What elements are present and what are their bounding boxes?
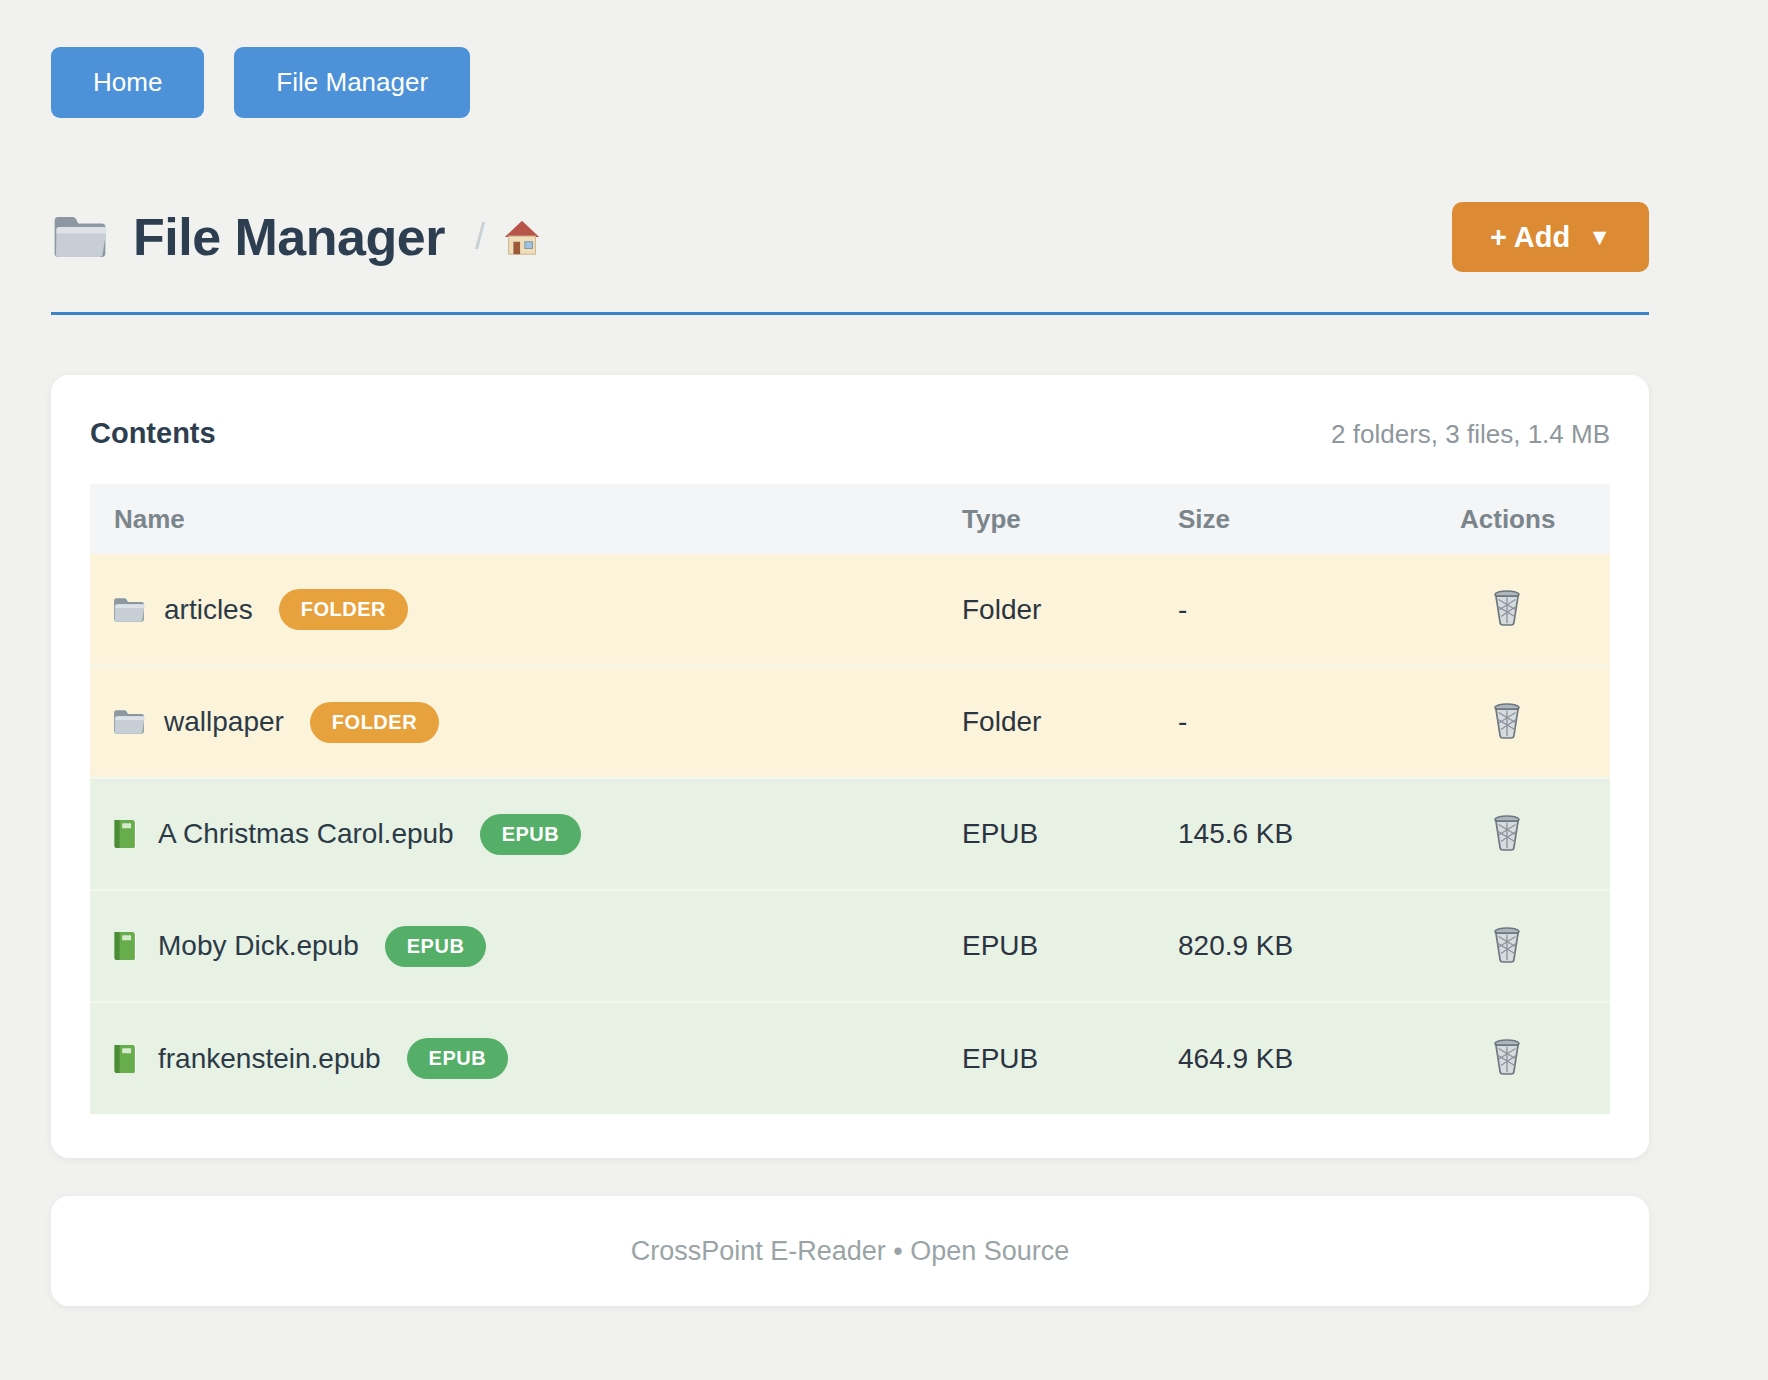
type-badge: EPUB xyxy=(385,926,487,967)
column-header-type: Type xyxy=(962,484,1178,554)
contents-heading: Contents xyxy=(90,417,216,450)
footer: CrossPoint E-Reader • Open Source xyxy=(51,1196,1649,1306)
caret-down-icon: ▼ xyxy=(1588,224,1611,251)
page-title: File Manager xyxy=(51,207,445,267)
column-header-size: Size xyxy=(1178,484,1460,554)
delete-button[interactable] xyxy=(1486,810,1528,859)
contents-card: Contents 2 folders, 3 files, 1.4 MB Name… xyxy=(51,375,1649,1158)
trash-icon xyxy=(1490,814,1524,852)
folder-icon xyxy=(51,213,109,261)
table-row: A Christmas Carol.epub EPUB EPUB 145.6 K… xyxy=(90,778,1610,890)
type-badge: EPUB xyxy=(407,1038,509,1079)
file-table: Name Type Size Actions articles FOLDER F… xyxy=(90,484,1610,1114)
table-row: Moby Dick.epub EPUB EPUB 820.9 KB xyxy=(90,890,1610,1002)
table-body: articles FOLDER Folder - wallpaper FOLDE… xyxy=(90,554,1610,1114)
file-size: 464.9 KB xyxy=(1178,1002,1460,1114)
file-name[interactable]: wallpaper xyxy=(164,706,284,738)
table-row: frankenstein.epub EPUB EPUB 464.9 KB xyxy=(90,1002,1610,1114)
page: Home File Manager File Manager / + Add ▼… xyxy=(0,0,1768,1306)
green-book-icon xyxy=(112,1042,140,1076)
nav-home-button[interactable]: Home xyxy=(51,47,204,118)
type-badge: FOLDER xyxy=(279,589,408,630)
column-header-name: Name xyxy=(90,484,962,554)
file-name[interactable]: Moby Dick.epub xyxy=(158,930,359,962)
house-icon xyxy=(501,216,543,258)
breadcrumb: / xyxy=(475,216,543,258)
file-type: Folder xyxy=(962,554,1178,666)
nav-file-manager-button[interactable]: File Manager xyxy=(234,47,470,118)
table-row: wallpaper FOLDER Folder - xyxy=(90,666,1610,778)
delete-button[interactable] xyxy=(1486,698,1528,747)
file-size: - xyxy=(1178,554,1460,666)
title-divider xyxy=(51,312,1649,315)
delete-button[interactable] xyxy=(1486,922,1528,971)
page-title-text: File Manager xyxy=(133,207,445,267)
breadcrumb-home-link[interactable] xyxy=(501,216,543,258)
file-type: EPUB xyxy=(962,1002,1178,1114)
file-name[interactable]: A Christmas Carol.epub xyxy=(158,818,454,850)
folder-icon xyxy=(112,596,146,624)
add-button-label: + Add xyxy=(1490,221,1570,254)
add-button[interactable]: + Add ▼ xyxy=(1452,202,1649,272)
trash-icon xyxy=(1490,926,1524,964)
top-nav: Home File Manager xyxy=(51,47,1649,118)
file-name[interactable]: frankenstein.epub xyxy=(158,1043,381,1075)
file-size: 145.6 KB xyxy=(1178,778,1460,890)
delete-button[interactable] xyxy=(1486,585,1528,634)
table-header-row: Name Type Size Actions xyxy=(90,484,1610,554)
file-type: EPUB xyxy=(962,890,1178,1002)
delete-button[interactable] xyxy=(1486,1034,1528,1083)
type-badge: FOLDER xyxy=(310,702,439,743)
file-size: - xyxy=(1178,666,1460,778)
file-type: EPUB xyxy=(962,778,1178,890)
green-book-icon xyxy=(112,817,140,851)
trash-icon xyxy=(1490,589,1524,627)
file-type: Folder xyxy=(962,666,1178,778)
contents-summary: 2 folders, 3 files, 1.4 MB xyxy=(1331,419,1610,450)
breadcrumb-separator: / xyxy=(475,216,485,258)
trash-icon xyxy=(1490,1038,1524,1076)
column-header-actions: Actions xyxy=(1460,484,1610,554)
type-badge: EPUB xyxy=(480,814,582,855)
footer-text: CrossPoint E-Reader • Open Source xyxy=(631,1236,1070,1267)
page-header: File Manager / + Add ▼ xyxy=(51,202,1649,272)
file-size: 820.9 KB xyxy=(1178,890,1460,1002)
table-row: articles FOLDER Folder - xyxy=(90,554,1610,666)
file-name[interactable]: articles xyxy=(164,594,253,626)
trash-icon xyxy=(1490,702,1524,740)
folder-icon xyxy=(112,708,146,736)
green-book-icon xyxy=(112,929,140,963)
